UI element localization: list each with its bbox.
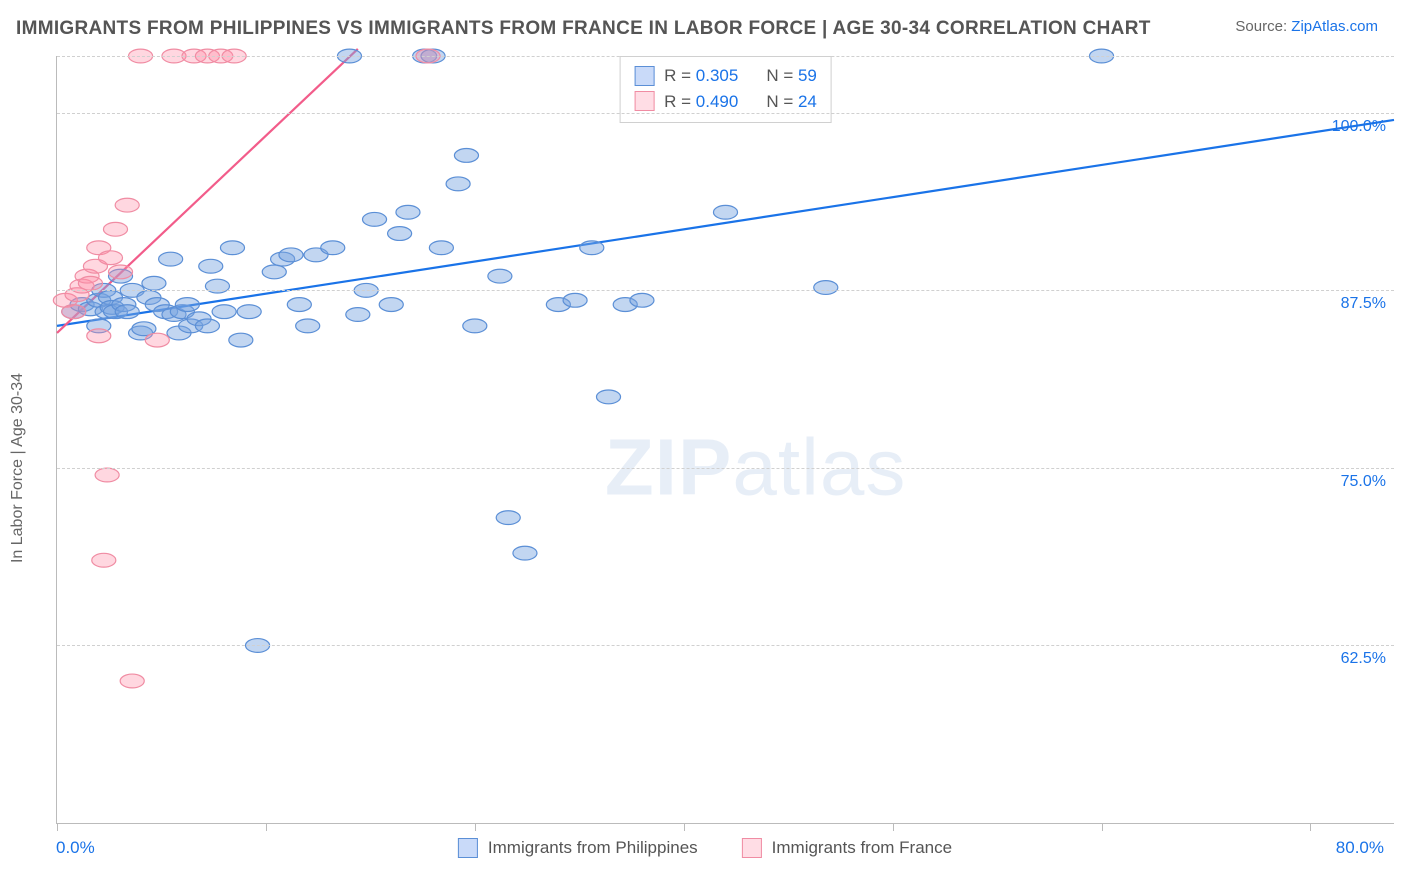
data-point bbox=[279, 248, 303, 262]
data-point bbox=[92, 553, 116, 567]
data-point bbox=[220, 241, 244, 255]
data-point bbox=[120, 674, 144, 688]
x-tick bbox=[475, 823, 476, 831]
swatch-pink bbox=[742, 838, 762, 858]
data-point bbox=[321, 241, 345, 255]
data-point bbox=[496, 511, 520, 525]
data-point bbox=[108, 265, 132, 279]
x-tick bbox=[1102, 823, 1103, 831]
data-point bbox=[175, 298, 199, 312]
r-label: R = 0.305 bbox=[664, 63, 738, 89]
data-point bbox=[95, 468, 119, 482]
source-prefix: Source: bbox=[1235, 18, 1291, 35]
data-point bbox=[287, 298, 311, 312]
chart-container: In Labor Force | Age 30-34 ZIPatlas R = … bbox=[16, 56, 1394, 880]
data-point bbox=[379, 298, 403, 312]
data-point bbox=[454, 149, 478, 163]
correlation-row: R = 0.305 N = 59 bbox=[634, 63, 817, 89]
data-point bbox=[488, 269, 512, 283]
swatch-blue bbox=[634, 66, 654, 86]
data-point bbox=[429, 241, 453, 255]
data-point bbox=[630, 293, 654, 307]
data-point bbox=[814, 281, 838, 295]
swatch-pink bbox=[634, 91, 654, 111]
legend-item: Immigrants from France bbox=[742, 838, 952, 858]
data-point bbox=[87, 329, 111, 343]
data-point bbox=[296, 319, 320, 333]
data-point bbox=[513, 546, 537, 560]
data-point bbox=[563, 293, 587, 307]
regression-line-blue bbox=[57, 120, 1394, 326]
n-label: N = 59 bbox=[766, 63, 817, 89]
r-label: R = 0.490 bbox=[664, 89, 738, 115]
data-point bbox=[596, 390, 620, 404]
x-tick bbox=[893, 823, 894, 831]
data-point bbox=[229, 333, 253, 347]
y-tick-label: 62.5% bbox=[1341, 650, 1386, 668]
gridline bbox=[57, 645, 1394, 646]
data-point bbox=[159, 252, 183, 266]
x-axis-max-label: 80.0% bbox=[1336, 838, 1384, 858]
data-point bbox=[388, 227, 412, 241]
source-link[interactable]: ZipAtlas.com bbox=[1291, 18, 1378, 35]
data-point bbox=[212, 305, 236, 319]
n-label: N = 24 bbox=[766, 89, 817, 115]
swatch-blue bbox=[458, 838, 478, 858]
data-point bbox=[237, 305, 261, 319]
x-tick bbox=[57, 823, 58, 831]
gridline bbox=[57, 56, 1394, 57]
data-point bbox=[78, 276, 102, 290]
x-axis-min-label: 0.0% bbox=[56, 838, 95, 858]
legend-label: Immigrants from Philippines bbox=[488, 838, 698, 858]
gridline bbox=[57, 113, 1394, 114]
y-tick-label: 100.0% bbox=[1332, 118, 1386, 136]
x-tick bbox=[684, 823, 685, 831]
x-tick bbox=[1310, 823, 1311, 831]
y-tick-label: 75.0% bbox=[1341, 473, 1386, 491]
data-point bbox=[145, 333, 169, 347]
data-point bbox=[463, 319, 487, 333]
data-point bbox=[115, 305, 139, 319]
data-point bbox=[346, 308, 370, 322]
source-attribution: Source: ZipAtlas.com bbox=[1235, 18, 1378, 35]
data-point bbox=[446, 177, 470, 191]
gridline bbox=[57, 468, 1394, 469]
data-point bbox=[195, 319, 219, 333]
data-point bbox=[396, 205, 420, 219]
data-point bbox=[103, 222, 127, 236]
legend: Immigrants from Philippines Immigrants fr… bbox=[458, 838, 952, 858]
correlation-row: R = 0.490 N = 24 bbox=[634, 89, 817, 115]
legend-item: Immigrants from Philippines bbox=[458, 838, 698, 858]
data-point bbox=[199, 259, 223, 273]
y-tick-label: 87.5% bbox=[1341, 295, 1386, 313]
scatter-plot: ZIPatlas R = 0.305N = 59R = 0.490N = 24 … bbox=[56, 56, 1394, 824]
data-point bbox=[142, 276, 166, 290]
data-point bbox=[115, 198, 139, 212]
data-point bbox=[363, 212, 387, 226]
data-point bbox=[62, 305, 86, 319]
data-point bbox=[713, 205, 737, 219]
data-point bbox=[98, 251, 122, 265]
gridline bbox=[57, 290, 1394, 291]
data-point bbox=[580, 241, 604, 255]
x-tick bbox=[266, 823, 267, 831]
legend-label: Immigrants from France bbox=[772, 838, 952, 858]
data-point bbox=[262, 265, 286, 279]
y-axis-label: In Labor Force | Age 30-34 bbox=[9, 373, 27, 563]
chart-title: IMMIGRANTS FROM PHILIPPINES VS IMMIGRANT… bbox=[16, 18, 1151, 40]
